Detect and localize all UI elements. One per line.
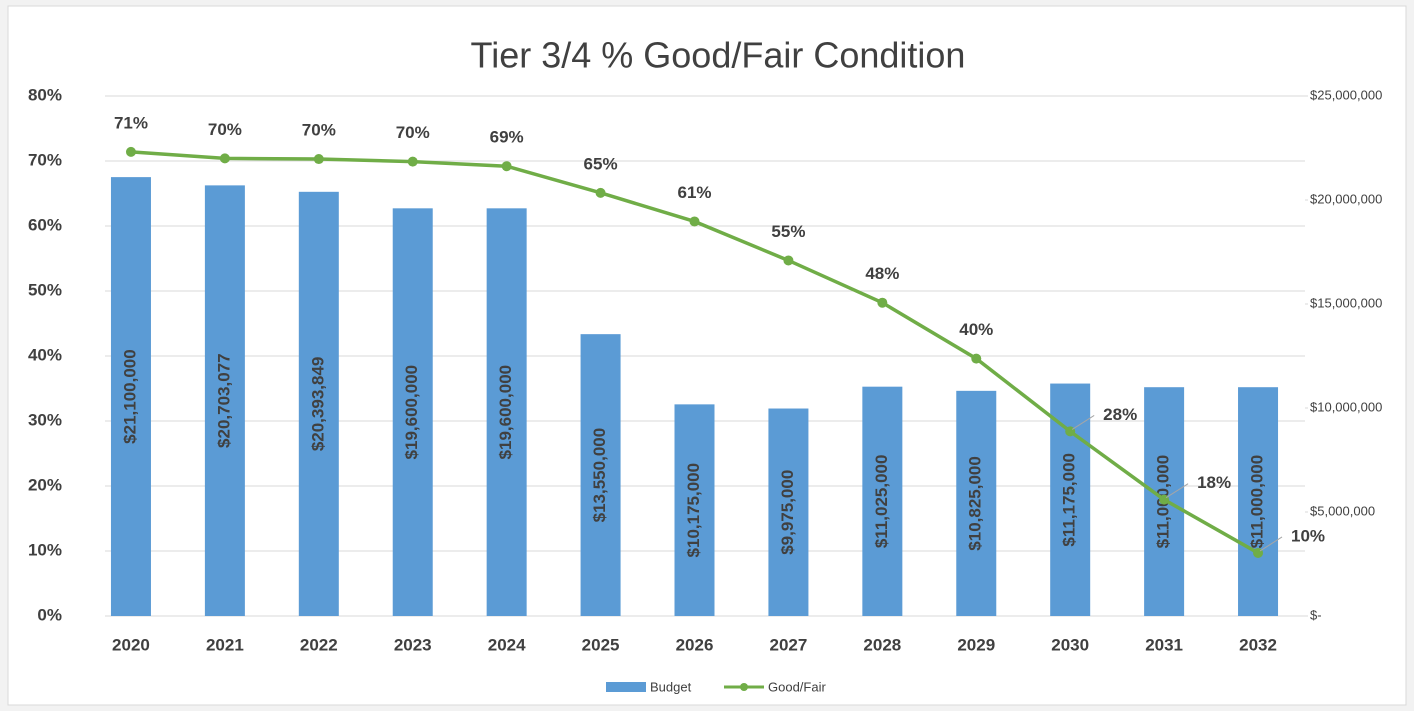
y-tick-label: 0% [37,605,62,624]
x-tick-label: 2032 [1239,635,1277,654]
bar-value-label: $9,975,000 [778,470,797,555]
bar [862,386,903,616]
x-tick-label: 2025 [582,635,620,654]
line-value-label: 70% [396,123,430,142]
leader-line [1071,414,1095,430]
x-tick-label: 2029 [957,635,995,654]
line-marker [219,153,230,164]
line-marker [689,216,700,227]
x-tick-label: 2031 [1145,635,1183,654]
y2-tick-label: $25,000,000 [1310,87,1382,102]
line-value-label: 70% [302,121,336,140]
legend-swatch [740,683,748,691]
line-marker [407,156,418,167]
bar [110,177,151,616]
bar [674,404,715,616]
y-tick-label: 10% [28,540,62,559]
y-tick-label: 60% [28,215,62,234]
line-marker [783,255,794,266]
y2-tick-label: $15,000,000 [1310,295,1382,310]
y-tick-label: 30% [28,410,62,429]
bar [486,208,527,616]
line-value-label: 71% [114,113,148,132]
chart-title: Tier 3/4 % Good/Fair Condition [471,35,966,76]
bar-value-label: $20,393,849 [308,357,327,452]
x-tick-label: 2026 [676,635,714,654]
x-tick-label: 2021 [206,635,244,654]
bar-value-label: $19,600,000 [496,365,515,460]
bar-value-label: $10,175,000 [684,463,703,558]
line-value-label: 10% [1291,526,1325,545]
bar [298,191,339,617]
x-tick-label: 2028 [863,635,901,654]
line-value-label: 65% [584,154,618,173]
line-marker [971,353,982,364]
bar [768,408,809,616]
y-tick-label: 20% [28,475,62,494]
line-value-label: 61% [677,183,711,202]
bar-value-label: $21,100,000 [120,349,139,444]
y2-tick-label: $10,000,000 [1310,399,1382,414]
bar [392,208,433,616]
bar-value-label: $11,025,000 [872,455,891,549]
bar-value-label: $11,000,000 [1248,455,1267,549]
line-value-label: 40% [959,320,993,339]
y-tick-label: 70% [28,150,62,169]
legend-label: Budget [650,679,692,694]
legend-label: Good/Fair [768,679,826,694]
bar [580,334,621,616]
y2-tick-label: $- [1310,607,1322,622]
y2-tick-label: $20,000,000 [1310,191,1382,206]
y-tick-label: 80% [28,85,62,104]
bar [204,185,245,617]
line-value-label: 69% [490,128,524,147]
line-value-label: 18% [1197,473,1231,492]
x-tick-label: 2022 [300,635,338,654]
line-value-label: 70% [208,120,242,139]
bar [1238,387,1279,616]
leader-line [1165,483,1189,499]
bar-value-label: $20,703,077 [214,353,233,448]
legend-swatch [606,682,646,692]
line-value-label: 55% [771,222,805,241]
x-tick-label: 2027 [770,635,808,654]
x-tick-label: 2023 [394,635,432,654]
y2-tick-label: $5,000,000 [1310,503,1375,518]
y-tick-label: 50% [28,280,62,299]
line-marker [501,161,512,172]
line-marker [313,154,324,165]
line-marker [125,146,136,157]
bar-value-label: $13,550,000 [590,428,609,523]
line-marker [877,297,888,308]
line-value-label: 48% [865,264,899,283]
line-value-label: 28% [1103,405,1137,424]
bar-value-label: $10,825,000 [966,456,985,551]
y-tick-label: 40% [28,345,62,364]
x-tick-label: 2020 [112,635,150,654]
bar-value-label: $11,175,000 [1060,453,1079,547]
bar [956,390,997,616]
x-tick-label: 2024 [488,635,526,654]
bar-value-label: $19,600,000 [402,365,421,460]
x-tick-label: 2030 [1051,635,1089,654]
leader-line [1259,536,1283,552]
line-marker [595,187,606,198]
